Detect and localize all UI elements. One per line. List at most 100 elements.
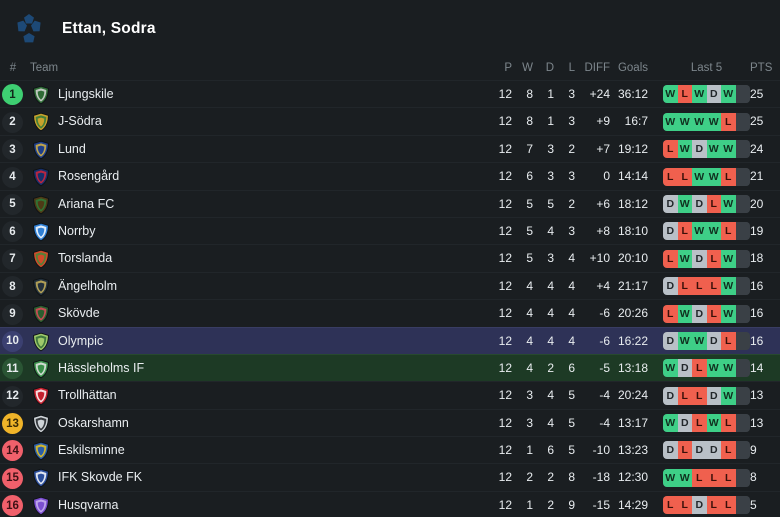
wins: 5	[526, 196, 533, 211]
table-row[interactable]: 13 Oskarshamn 12 3 4 5 -4 13:17 W D L W L 13	[0, 408, 780, 437]
form-result-w: W	[677, 140, 692, 159]
form-result-l: L	[692, 414, 707, 433]
table-row[interactable]: 10 Olympic 12 4 4 4 -6 16:22 D W W D L 16	[0, 326, 780, 354]
form-result-l: L	[706, 304, 721, 323]
form-result-empty	[735, 496, 750, 515]
form-result-w: W	[706, 140, 721, 159]
losses: 3	[568, 114, 575, 129]
team-name[interactable]: Torslanda	[58, 251, 113, 266]
form-result-w: W	[677, 468, 692, 487]
matches-played: 12	[498, 360, 512, 375]
table-row[interactable]: 16 Husqvarna 12 1 2 9 -15 14:29 L L D L L 5	[0, 490, 780, 517]
team-name[interactable]: Trollhättan	[58, 388, 117, 403]
form-result-l: L	[677, 85, 692, 104]
table-row[interactable]: 4 Rosengård 12 6 3 3 0 14:14 L L W W L 21	[0, 162, 780, 190]
form-result-l: L	[677, 441, 692, 460]
form-result-w: W	[663, 468, 678, 487]
table-row[interactable]: 9 Skövde 12 4 4 4 -6 20:26 L W D L W 16	[0, 299, 780, 327]
wins: 3	[526, 388, 533, 403]
form-result-empty	[735, 359, 750, 378]
table-row[interactable]: 12 Trollhättan 12 3 4 5 -4 20:24 D L L D W 13	[0, 381, 780, 409]
goal-difference: +4	[596, 278, 610, 293]
points: 25	[750, 114, 764, 129]
table-row[interactable]: 2 J-Södra 12 8 1 3 +9 16:7 W W W W L 25	[0, 107, 780, 135]
goal-difference: -6	[599, 306, 610, 321]
rank-badge: 9	[2, 303, 23, 325]
rank-badge: 8	[2, 276, 23, 298]
table-row[interactable]: 3 Lund 12 7 3 2 +7 19:12 L W D W W 24	[0, 134, 780, 163]
table-row[interactable]: 6 Norrby 12 5 4 3 +8 18:10 D L W W L 19	[0, 216, 780, 245]
form-result-l: L	[721, 331, 736, 350]
points: 16	[750, 306, 764, 321]
table-row[interactable]: 7 Torslanda 12 5 3 4 +10 20:10 L W D L W 18	[0, 244, 780, 272]
rank-badge: 4	[2, 166, 23, 188]
points: 9	[750, 443, 757, 458]
form-result-d: D	[692, 496, 707, 515]
team-name[interactable]: Olympic	[58, 333, 104, 348]
table-row[interactable]: 14 Eskilsminne 12 1 6 5 -10 13:23 D L D D L 9	[0, 436, 780, 464]
form-result-empty	[735, 112, 750, 131]
goal-difference: -4	[599, 388, 610, 403]
matches-played: 12	[498, 251, 512, 266]
team-name[interactable]: Husqvarna	[58, 497, 119, 512]
football-pentagons-icon	[12, 12, 46, 46]
wins: 3	[526, 415, 533, 430]
matches-played: 12	[498, 114, 512, 129]
form-result-l: L	[663, 304, 678, 323]
team-name[interactable]: Skövde	[58, 306, 100, 321]
table-row[interactable]: 1 Ljungskile 12 8 1 3 +24 36:12 W L W D W 25	[0, 80, 780, 108]
column-header-l: L	[568, 62, 575, 74]
form-result-w: W	[692, 222, 707, 241]
club-crest-icon	[31, 167, 51, 187]
team-name[interactable]: J-Södra	[58, 114, 102, 129]
form-result-w: W	[663, 85, 678, 104]
rank-badge: 3	[2, 139, 23, 161]
team-name[interactable]: Lund	[58, 141, 86, 156]
losses: 4	[568, 278, 575, 293]
team-name[interactable]: Ängelholm	[58, 278, 118, 293]
form-result-d: D	[663, 277, 678, 296]
matches-played: 12	[498, 278, 512, 293]
team-name[interactable]: Hässleholms IF	[58, 360, 145, 375]
wins: 1	[526, 443, 533, 458]
table-row[interactable]: 15 IFK Skovde FK 12 2 2 8 -18 12:30 W W L L L 8	[0, 463, 780, 491]
rank-badge: 1	[2, 84, 23, 106]
team-name[interactable]: Oskarshamn	[58, 415, 129, 430]
team-name[interactable]: Eskilsminne	[58, 443, 125, 458]
form-result-d: D	[692, 441, 707, 460]
form-result-l: L	[692, 277, 707, 296]
form-result-l: L	[721, 414, 736, 433]
club-crest-icon	[31, 496, 51, 516]
losses: 3	[568, 223, 575, 238]
column-header-goals: Goals	[617, 62, 648, 74]
form-result-w: W	[721, 386, 736, 405]
team-name[interactable]: Rosengård	[58, 169, 120, 184]
table-row[interactable]: 8 Ängelholm 12 4 4 4 +4 21:17 D L L L W 16	[0, 271, 780, 300]
team-name[interactable]: Ariana FC	[58, 196, 115, 211]
form-result-w: W	[721, 140, 736, 159]
team-name[interactable]: Norrby	[58, 223, 96, 238]
table-row[interactable]: 11 Hässleholms IF 12 4 2 6 -5 13:18 W D L W W 14	[0, 353, 780, 382]
team-name[interactable]: Ljungskile	[58, 87, 114, 101]
wins: 4	[526, 333, 533, 348]
wins: 8	[526, 114, 533, 129]
form-result-w: W	[663, 359, 678, 378]
table-row[interactable]: 5 Ariana FC 12 5 5 2 +6 18:12 D W D L W 20	[0, 189, 780, 217]
matches-played: 12	[498, 196, 512, 211]
form-result-w: W	[692, 85, 707, 104]
club-crest-icon	[31, 441, 51, 461]
draws: 6	[547, 443, 554, 458]
form-result-w: W	[706, 112, 721, 131]
points: 5	[750, 497, 757, 512]
form-result-empty	[735, 140, 750, 159]
team-name[interactable]: IFK Skovde FK	[58, 470, 143, 485]
form-result-w: W	[677, 112, 692, 131]
goal-difference: +6	[596, 196, 610, 211]
